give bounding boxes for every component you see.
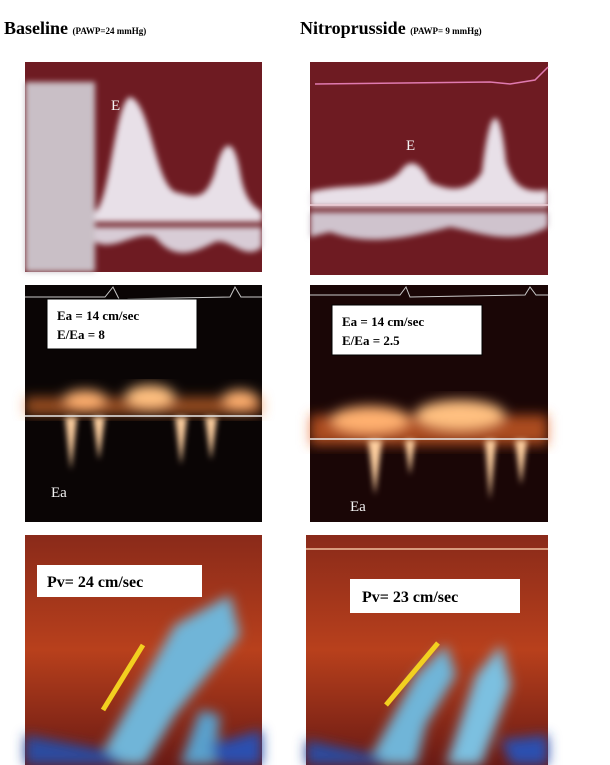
measure-text: E/Ea = 8 xyxy=(57,327,105,342)
subtitle: (PAWP= 9 mmHg) xyxy=(410,26,481,36)
wave-label: Ea xyxy=(51,485,67,501)
column-title: Nitroprusside (PAWP= 9 mmHg) xyxy=(300,18,482,38)
mitral-panel: E xyxy=(310,62,548,275)
measure-text: E/Ea = 2.5 xyxy=(342,333,400,348)
mitral-panel: E xyxy=(25,62,262,272)
measure-text: Ea = 14 cm/sec xyxy=(342,314,424,329)
panel-bg xyxy=(310,62,548,275)
signal xyxy=(25,82,95,272)
column-title: Baseline (PAWP=24 mmHg) xyxy=(4,18,146,38)
tissue-panel: Ea = 14 cm/sec E/Ea = 8 Ea xyxy=(25,285,262,522)
wave-label: Ea xyxy=(350,499,366,515)
wave-label: E xyxy=(406,138,415,154)
page: Baseline (PAWP=24 mmHg) Nitroprusside (P… xyxy=(0,0,610,765)
signal xyxy=(222,390,258,410)
panel-bg xyxy=(306,535,548,765)
measure-text: Pv= 24 cm/sec xyxy=(47,574,143,591)
signal xyxy=(125,385,175,409)
wave-label: E xyxy=(111,98,120,114)
measure-text: Pv= 23 cm/sec xyxy=(362,589,458,606)
figure: Baseline (PAWP=24 mmHg) Nitroprusside (P… xyxy=(0,0,610,765)
signal xyxy=(415,400,505,430)
pulmonary-panel: Pv= 23 cm/sec xyxy=(306,535,548,765)
measure-text: Ea = 14 cm/sec xyxy=(57,308,139,323)
pulmonary-panel: Pv= 24 cm/sec xyxy=(25,535,262,765)
signal xyxy=(63,390,107,410)
tissue-panel: Ea = 14 cm/sec E/Ea = 2.5 Ea xyxy=(310,285,548,522)
subtitle: (PAWP=24 mmHg) xyxy=(73,26,147,36)
title: Nitroprusside xyxy=(300,18,406,38)
signal xyxy=(330,406,410,434)
title: Baseline xyxy=(4,18,68,38)
